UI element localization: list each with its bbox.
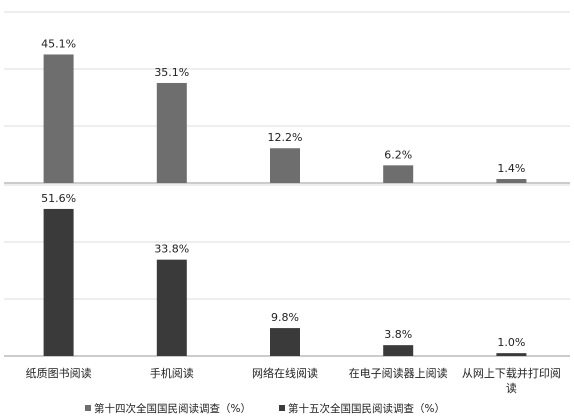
value-labels: 45.1% 35.1% 12.2% 6.2% 1.4% 51.6% 33.8% 9.8% 3.8… (41, 37, 525, 349)
bar-2-3 (270, 328, 300, 356)
category-label: 网络在线阅读 (252, 366, 318, 380)
value-label: 6.2% (384, 148, 412, 161)
legend-label: 第十五次全国国民阅读调查（%） (288, 402, 445, 415)
bar-2-5 (496, 353, 527, 356)
category-label: 手机阅读 (150, 366, 194, 380)
bar-1-1 (43, 54, 74, 184)
bar-2-4 (383, 345, 414, 356)
bars (43, 54, 527, 356)
bar-2-1 (43, 208, 74, 356)
category-label: 纸质图书阅读 (26, 366, 92, 380)
value-label: 35.1% (154, 66, 189, 79)
value-label: 12.2% (268, 131, 303, 144)
bar-1-3 (270, 148, 300, 183)
value-label: 51.6% (41, 192, 76, 205)
legend-label: 第十四次全国国民阅读调查（%） (94, 402, 251, 415)
bar-2-2 (156, 259, 187, 356)
gridlines (4, 11, 570, 357)
value-label: 45.1% (41, 37, 76, 50)
category-labels: 纸质图书阅读 手机阅读 网络在线阅读 在电子阅读器上阅读 从网上下载并打印阅读 (26, 366, 561, 395)
value-label: 9.8% (271, 311, 299, 324)
category-label: 从网上下载并打印阅读 (462, 366, 561, 395)
category-label: 在电子阅读器上阅读 (349, 366, 448, 380)
value-label: 1.4% (497, 162, 525, 175)
bar-1-5 (496, 179, 527, 183)
value-label: 33.8% (154, 243, 189, 256)
value-label: 1.0% (497, 336, 525, 349)
bar-1-2 (156, 82, 187, 183)
legend: 第十四次全国国民阅读调查（%） 第十五次全国国民阅读调查（%） (85, 402, 445, 415)
legend-swatch (279, 405, 285, 411)
legend-swatch (85, 405, 91, 411)
value-label: 3.8% (384, 328, 412, 341)
bar-1-4 (383, 165, 414, 183)
